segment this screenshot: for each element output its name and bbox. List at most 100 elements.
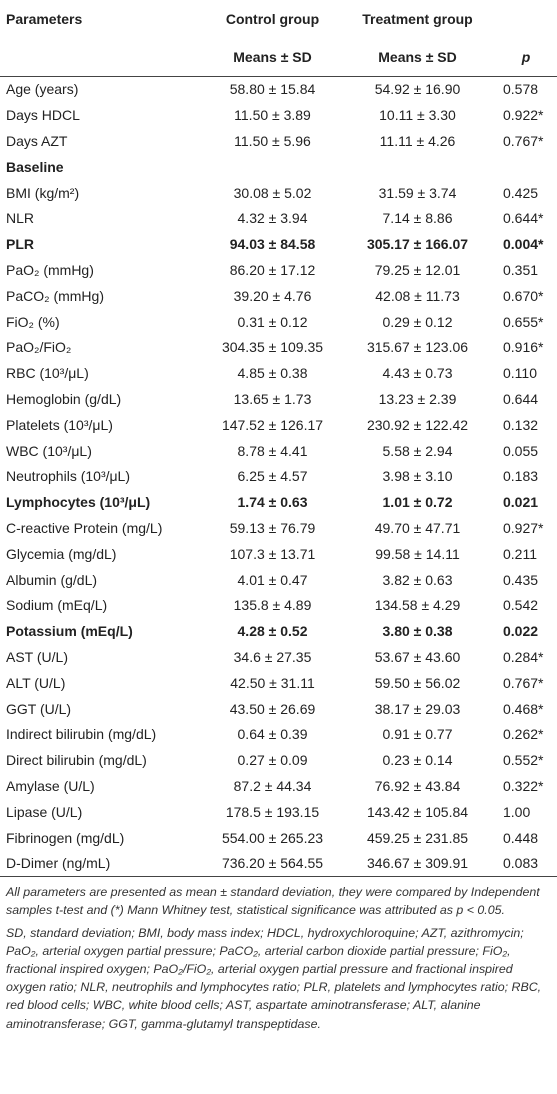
table-row: Amylase (U/L) 87.2 ± 44.34 76.92 ± 43.84 0.… — [0, 773, 557, 799]
treatment-cell: 0.91 ± 0.77 — [382, 726, 453, 743]
p-value-cell: 0.110 — [503, 365, 537, 382]
table-row: AST (U/L) 34.6 ± 27.35 53.67 ± 43.60 0.284* — [0, 644, 557, 670]
p-value-cell: 0.004* — [503, 236, 544, 253]
header-cell: p — [495, 38, 557, 77]
table-row: Glycemia (mg/dL) 107.3 ± 13.71 99.58 ± 14.… — [0, 541, 557, 567]
row-label: PaO₂/FiO₂ — [6, 339, 72, 356]
p-value-cell: 0.021 — [503, 494, 539, 511]
header-cell: Control group — [225, 11, 320, 27]
p-value-cell: 0.655* — [503, 313, 544, 330]
header-row: Means ± SD Means ± SD p — [0, 38, 557, 77]
control-cell: 178.5 ± 193.15 — [225, 803, 320, 820]
row-label: Lymphocytes (10³/μL) — [6, 494, 151, 511]
treatment-cell: 99.58 ± 14.11 — [375, 545, 460, 562]
control-cell: 86.20 ± 17.12 — [229, 261, 316, 278]
treatment-cell: 134.58 ± 4.29 — [374, 597, 461, 614]
control-cell: 34.6 ± 27.35 — [233, 648, 312, 665]
p-value-cell: 0.055 — [503, 442, 539, 459]
row-label: Age (years) — [6, 81, 79, 98]
row-label: Sodium (mEq/L) — [6, 597, 108, 614]
row-label: D-Dimer (ng/mL) — [0, 850, 205, 878]
row-label: Amylase (U/L) — [6, 777, 95, 794]
control-cell: 4.01 ± 0.47 — [237, 571, 308, 588]
row-label: PLR — [6, 236, 34, 253]
table-row: WBC (10³/μL) 8.78 ± 4.41 5.58 ± 2.94 0.055 — [0, 438, 557, 464]
p-value-cell: 0.183 — [503, 468, 539, 485]
table-row: PaCO₂ (mmHg) 39.20 ± 4.76 42.08 ± 11.73 0.6… — [0, 283, 557, 309]
treatment-cell: 49.70 ± 47.71 — [374, 519, 461, 536]
control-cell: 304.35 ± 109.35 — [221, 339, 324, 356]
treatment-cell: 4.43 ± 0.73 — [382, 365, 453, 382]
table-row: PLR 94.03 ± 84.58 305.17 ± 166.07 0.004* — [0, 231, 557, 257]
footnotes: All parameters are presented as mean ± s… — [0, 877, 557, 1033]
control-cell: 1.74 ± 0.63 — [237, 494, 308, 511]
p-value-cell: 0.767* — [503, 674, 544, 691]
treatment-cell: 79.25 ± 12.01 — [374, 261, 461, 278]
control-cell: 59.13 ± 76.79 — [229, 519, 316, 536]
row-label: ALT (U/L) — [6, 674, 66, 691]
control-cell: 4.85 ± 0.38 — [237, 365, 308, 382]
table-row: GGT (U/L) 43.50 ± 26.69 38.17 ± 29.03 0.468… — [0, 696, 557, 722]
data-table: Parameters Control group Treatment group… — [0, 0, 557, 878]
row-label: Baseline — [6, 158, 64, 175]
treatment-cell: 59.50 ± 56.02 — [374, 674, 461, 691]
footnote: SD, standard deviation; BMI, body mass i… — [6, 925, 542, 1031]
header-cell: Means ± SD — [205, 38, 340, 77]
p-value-cell: 0.132 — [503, 416, 539, 433]
row-label: Hemoglobin (g/dL) — [6, 390, 122, 407]
row-label: Glycemia (mg/dL) — [6, 545, 117, 562]
table-row: Fibrinogen (mg/dL) 554.00 ± 265.23 459.25 … — [0, 825, 557, 851]
row-label: Direct bilirubin (mg/dL) — [6, 752, 147, 769]
control-cell: 147.52 ± 126.17 — [221, 416, 324, 433]
header-row: Parameters Control group Treatment group — [0, 0, 557, 38]
header-cell — [0, 38, 205, 77]
control-cell: 554.00 ± 265.23 — [221, 829, 324, 846]
row-label: AST (U/L) — [6, 648, 68, 665]
p-value-cell: 0.211 — [503, 545, 537, 562]
p-value-cell: 0.644* — [503, 210, 544, 227]
treatment-cell: 42.08 ± 11.73 — [375, 287, 460, 304]
control-cell: 4.28 ± 0.52 — [237, 623, 308, 640]
control-cell: 135.8 ± 4.89 — [233, 597, 312, 614]
treatment-cell: 54.92 ± 16.90 — [374, 81, 461, 98]
row-label: WBC (10³/μL) — [6, 442, 92, 459]
table-body: Age (years) 58.80 ± 15.84 54.92 ± 16.90 0.5… — [0, 76, 557, 878]
control-cell: 4.32 ± 3.94 — [237, 210, 308, 227]
row-label: Platelets (10³/μL) — [6, 416, 113, 433]
treatment-cell: 3.80 ± 0.38 — [382, 623, 453, 640]
row-label: NLR — [6, 210, 35, 227]
table-row: Direct bilirubin (mg/dL) 0.27 ± 0.09 0.23 … — [0, 747, 557, 773]
header-cell: Means ± SD — [340, 38, 495, 77]
row-label: Potassium (mEq/L) — [6, 623, 133, 640]
p-value-cell: 0.448 — [503, 829, 539, 846]
control-cell: 736.20 ± 564.55 — [205, 850, 340, 878]
row-label: RBC (10³/μL) — [6, 365, 89, 382]
table-row: Sodium (mEq/L) 135.8 ± 4.89 134.58 ± 4.29 0… — [0, 592, 557, 618]
control-cell: 11.50 ± 3.89 — [234, 107, 311, 124]
table-row: C-reactive Protein (mg/L) 59.13 ± 76.79 49… — [0, 515, 557, 541]
row-label: PaO₂ (mmHg) — [6, 261, 94, 278]
treatment-cell: 76.92 ± 43.84 — [374, 777, 461, 794]
p-value-cell: 0.552* — [503, 752, 544, 769]
control-cell: 107.3 ± 13.71 — [229, 545, 316, 562]
treatment-cell: 315.67 ± 123.06 — [366, 339, 469, 356]
row-label: Days HDCL — [6, 107, 80, 124]
treatment-cell: 7.14 ± 8.86 — [382, 210, 453, 227]
treatment-cell — [340, 154, 495, 180]
table-row: Platelets (10³/μL) 147.52 ± 126.17 230.92 … — [0, 412, 557, 438]
row-label: Neutrophils (10³/μL) — [6, 468, 131, 485]
table-row: PaO₂/FiO₂ 304.35 ± 109.35 315.67 ± 123.06 0… — [0, 334, 557, 360]
table-row: Baseline — [0, 154, 557, 180]
p-value-cell: 0.922* — [503, 107, 544, 124]
treatment-cell: 1.01 ± 0.72 — [382, 494, 453, 511]
control-cell: 94.03 ± 84.58 — [229, 236, 316, 253]
table-row: Potassium (mEq/L) 4.28 ± 0.52 3.80 ± 0.38 0… — [0, 618, 557, 644]
control-cell: 87.2 ± 44.34 — [233, 777, 312, 794]
row-label: PaCO₂ (mmHg) — [6, 287, 104, 304]
treatment-cell: 459.25 ± 231.85 — [366, 829, 469, 846]
p-value-cell: 0.767* — [503, 132, 544, 149]
row-label: GGT (U/L) — [6, 700, 72, 717]
p-value-cell: 0.435 — [503, 571, 539, 588]
table-row: Hemoglobin (g/dL) 13.65 ± 1.73 13.23 ± 2.3… — [0, 386, 557, 412]
